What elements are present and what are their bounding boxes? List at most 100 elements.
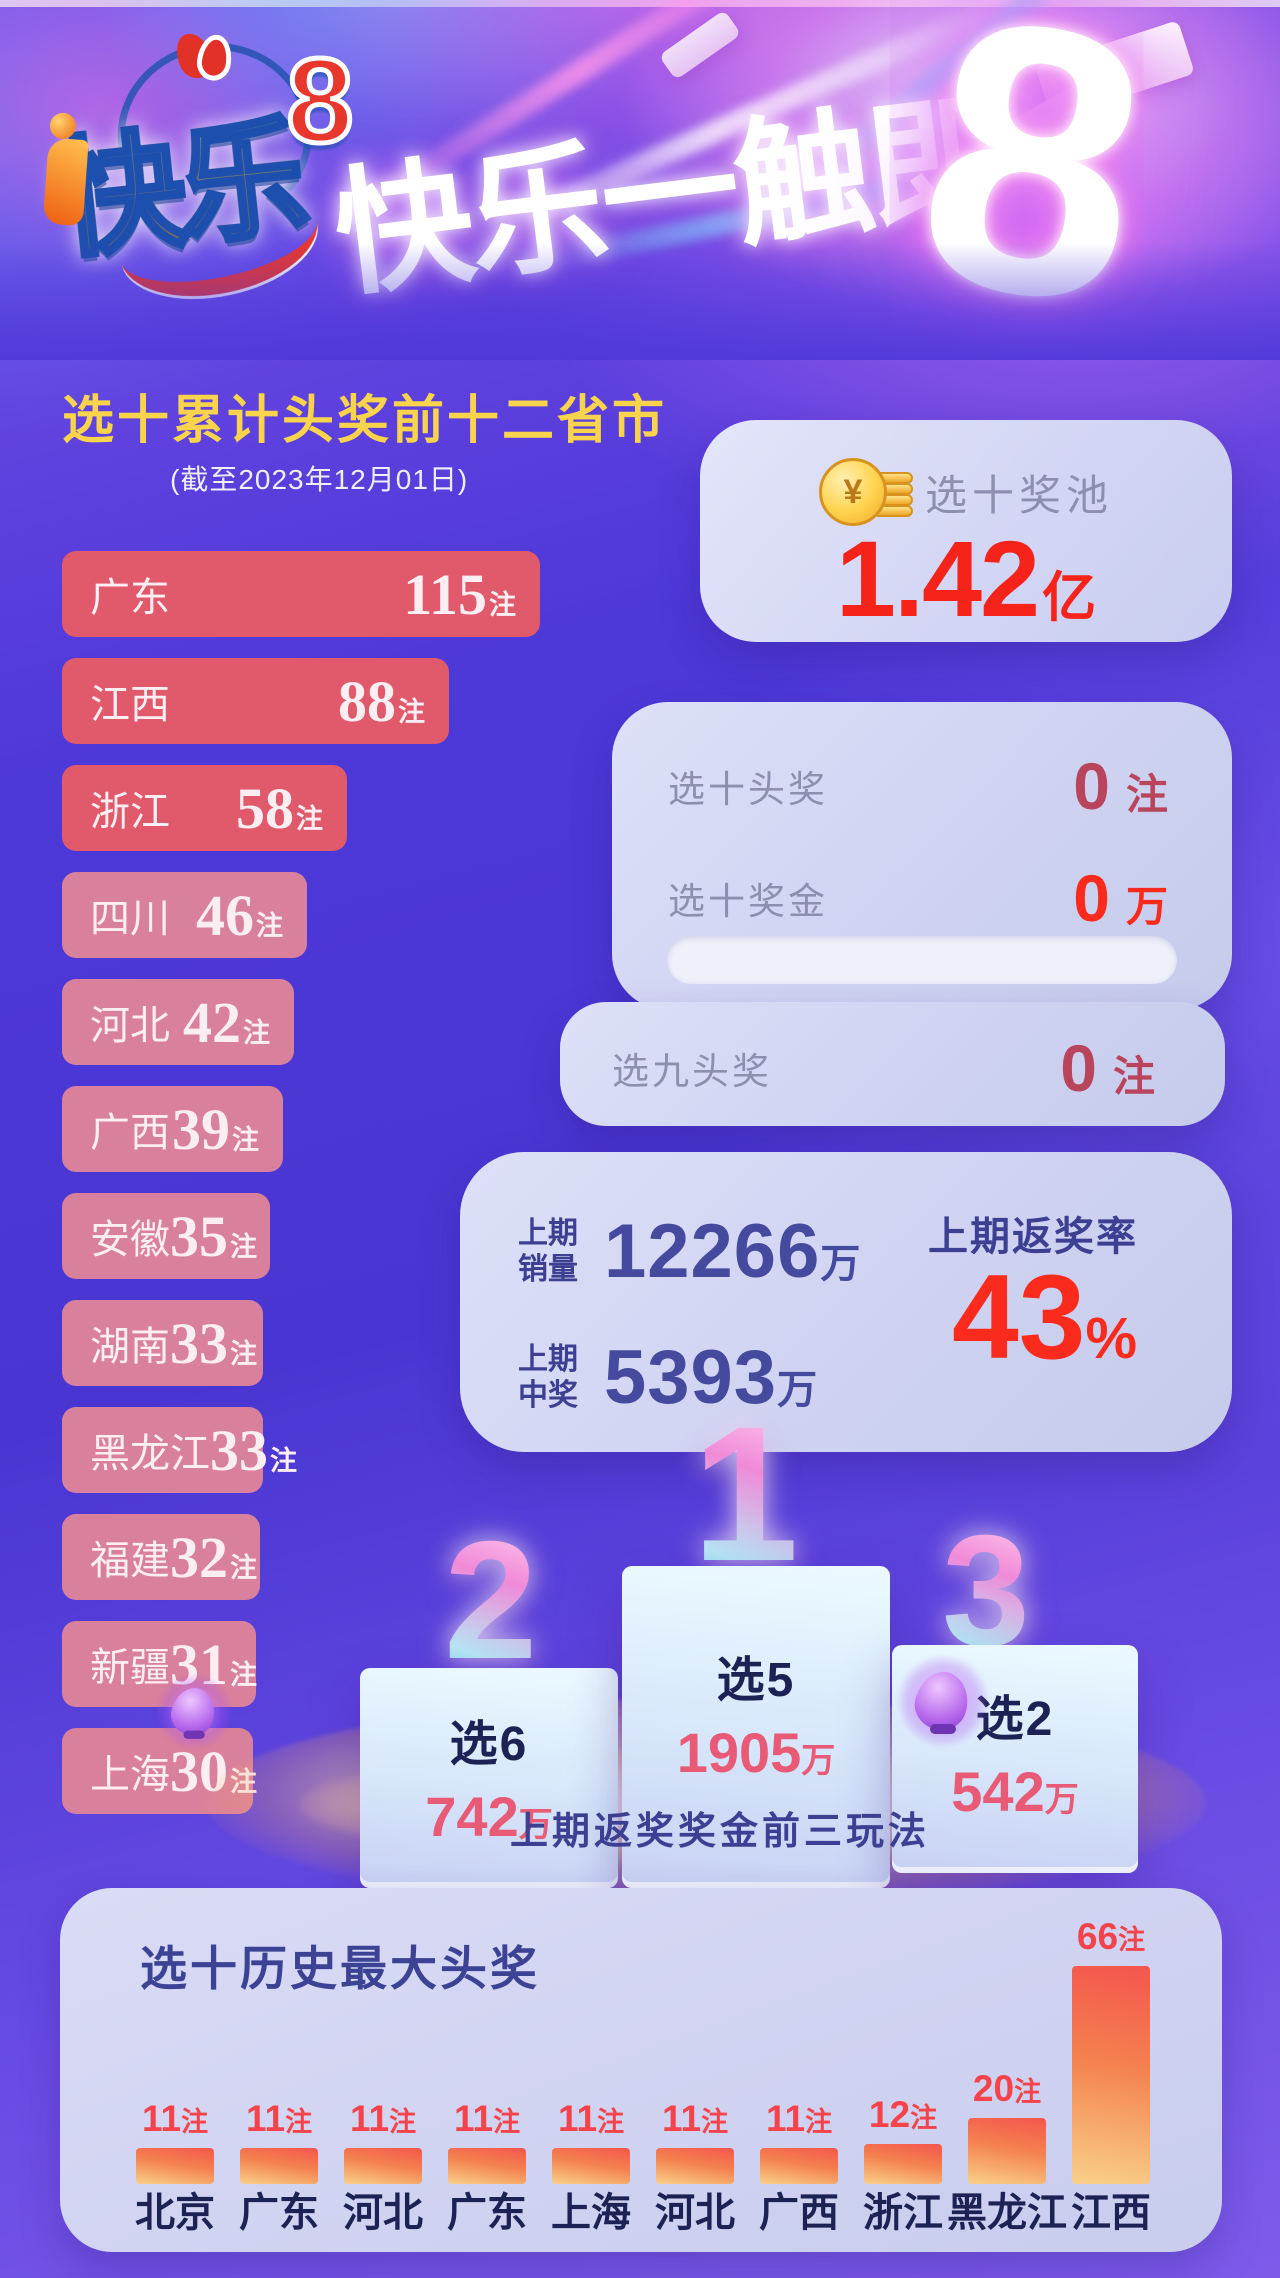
province-value: 58 [236,775,294,841]
podium-game: 选2 [975,1693,1055,1746]
sales-row: 上期 销量 12266 万 [518,1208,860,1295]
history-value-label: 11注 [765,2098,833,2139]
province-value: 39 [172,1096,230,1162]
podium-unit: 万 [801,1742,836,1780]
history-bar [864,2144,942,2184]
history-value-label: 11注 [141,2098,209,2139]
history-value-label: 11注 [661,2098,729,2139]
province-unit: 注 [398,696,425,727]
history-column: 11注 北京 [135,1888,215,2252]
history-value-label: 11注 [557,2098,625,2139]
province-bar: 江西 88 注 [62,658,449,744]
sales-label: 上期 中奖 [518,1342,578,1412]
history-column: 12注 浙江 [863,1888,943,2252]
province-bar: 广西 39 注 [62,1086,283,1172]
history-card: 选十历史最大头奖 11注 北京 11注 广东 11注 河北 11注 广东 11注 上海 11注 河北 1… [60,1888,1222,2252]
province-unit: 注 [270,1445,297,1476]
podium-game: 选5 [716,1654,796,1707]
history-value-label: 12注 [868,2094,938,2135]
history-province-name: 河北 [343,2191,423,2235]
history-bar [656,2148,734,2184]
return-rate-row: 43 % [952,1248,1137,1386]
province-name: 上海 [90,1753,170,1797]
history-column: 11注上海 [551,1888,631,2252]
pool-value-row: 1.42 亿 [700,516,1232,641]
sales-row: 上期 中奖 5393 万 [518,1334,817,1421]
history-bar [1072,1966,1150,2184]
history-value-label: 11注 [453,2098,521,2139]
history-column: 11注河北 [343,1888,423,2252]
province-bar: 河北 42 注 [62,979,294,1065]
rank-3-number: 3 [942,1503,1030,1679]
province-name: 江西 [90,683,170,727]
pick9-label: 选九头奖 [612,1051,772,1092]
history-column: 11注 广东 [239,1888,319,2252]
province-unit: 注 [243,1017,270,1048]
province-value: 32 [170,1524,228,1590]
province-value: 46 [196,882,254,948]
podium-value: 542 [951,1760,1045,1823]
sales-label: 上期 销量 [518,1216,578,1286]
province-bar: 安徽 35 注 [62,1193,270,1279]
podium-value: 742 [425,1785,519,1848]
sales-card: 上期 销量 12266 万 上期 中奖 5393 万 上期返奖率 43 % [460,1152,1232,1452]
province-unit: 注 [232,1124,259,1155]
province-name: 四川 [90,897,170,941]
history-value-label: 11注 [349,2098,417,2139]
province-bar: 湖南 33 注 [62,1300,263,1386]
history-province-name: 黑龙江 [947,2191,1067,2235]
pool-card: ¥ 选十奖池 1.42 亿 [700,420,1232,642]
history-bar [240,2148,318,2184]
sales-value: 12266 [604,1209,821,1294]
left-chart-subtitle: (截至2023年12月01日) [170,464,469,495]
history-column: 11注 河北 [655,1888,735,2252]
pick9-value: 0 [1060,1031,1097,1105]
podium-value: 1905 [676,1721,802,1784]
history-bar [136,2148,214,2184]
province-value: 35 [170,1203,228,1269]
podium-box-rank1: 选5 1905万 [622,1566,890,1888]
podium-unit: 万 [1044,1781,1079,1819]
history-bar [344,2148,422,2184]
history-column: 11注 广东 [447,1888,527,2252]
prize-unit: 注 [1125,771,1168,818]
left-chart-title: 选十累计头奖前十二省市 [62,392,668,450]
province-unit: 注 [296,803,323,834]
podium-game: 选6 [449,1718,529,1771]
sports-lottery-emblem-icon [169,27,235,86]
pool-label: 选十奖池 [924,471,1113,519]
province-unit: 注 [256,910,283,941]
podium-unit: 万 [518,1806,553,1844]
history-province-name: 上海 [551,2191,631,2235]
province-unit: 注 [230,1659,257,1690]
history-value-label: 11注 [245,2098,313,2139]
province-bar: 浙江 58 注 [62,765,347,851]
empty-progress-pill [667,936,1177,984]
province-name: 新疆 [90,1646,170,1690]
history-value-label: 20注 [972,2068,1042,2109]
pick9-unit: 注 [1112,1053,1155,1100]
logo-person-icon [31,110,103,236]
history-bar [968,2118,1046,2184]
prize-value: 0 [1073,749,1110,823]
gold-coins-icon: ¥ [818,458,913,526]
history-province-name: 广西 [759,2191,839,2235]
prize-label: 选十头奖 [668,769,828,810]
sales-unit: 万 [820,1242,861,1286]
rank-2-number: 2 [444,1506,538,1694]
history-title: 选十历史最大头奖 [140,1942,540,1995]
prize-row: 选十头奖 0 注 [612,748,1232,824]
history-value-label: 66注 [1076,1916,1146,1957]
province-bar: 广东 115 注 [62,551,540,637]
province-value: 33 [210,1417,268,1483]
province-bar: 上海30注 [62,1728,257,1814]
province-bar: 四川 46 注 [62,872,307,958]
province-name: 广东 [90,576,170,620]
history-bar [448,2148,526,2184]
history-bar [760,2148,838,2184]
rank-1-number: 1 [692,1386,799,1601]
prize-unit: 万 [1125,883,1168,930]
province-value: 115 [403,561,487,627]
province-name: 广西 [90,1111,170,1155]
